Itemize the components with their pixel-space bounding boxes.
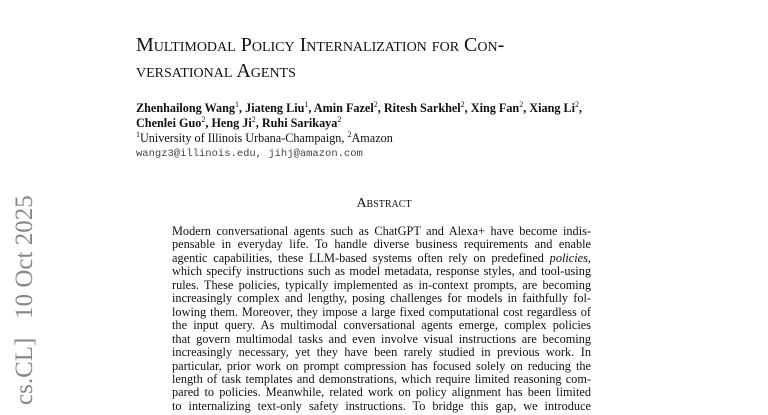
abstract-line: the input query. As multimodal conversat… [172,318,591,333]
abstract-line: length of task templates and demonstrati… [172,371,591,386]
affiliation: University of Illinois Urbana-Champaign, [140,131,348,145]
title-line-2: versational Agents [136,60,296,82]
author-affiliation-mark: 2 [337,114,342,124]
affiliation-mark: 1 [136,129,140,139]
emphasized-term: policies [549,250,588,265]
abstract-line: pensable in everyday life. To handle div… [172,237,591,252]
author: Amin Fazel [313,101,374,115]
author-affiliation-mark: 2 [251,114,256,124]
abstract-line: that govern multimodal tasks and even in… [172,331,591,346]
abstract-line: Modern conversational agents such as Cha… [172,224,591,238]
author-affiliation-mark: 1 [304,99,309,109]
author-affiliation-mark: 2 [460,99,465,109]
author: Heng Ji [211,116,252,130]
author-affiliation-mark: 2 [519,99,524,109]
abstract-heading: Abstract [356,196,412,211]
abstract-line: increasingly complex and lengthy, posing… [172,291,591,306]
author: Xiang Li [529,101,576,115]
author-affiliation-mark: 2 [373,99,378,109]
author-affiliation-mark: 2 [201,114,206,124]
abstract-line: increasingly necessary, yet they have be… [172,345,591,360]
abstract-line-text: agentic capabilities, these LLM-based sy… [172,250,550,265]
punctuation: , [587,250,591,265]
author: Ruhi Sarikaya [261,116,338,130]
author: Jiateng Liu [245,101,305,115]
abstract-line: which specify instructions such as model… [172,264,591,279]
author: Chenlei Guo [136,116,202,130]
affiliations: 1University of Illinois Urbana-Champaign… [136,129,656,146]
arxiv-stamp: cs.CL] 10 Oct 2025 [11,195,38,405]
affiliation: Amazon [351,131,393,145]
author-list: Zhenhailong Wang1, Jiateng Liu1, Amin Fa… [136,99,583,130]
abstract-line: agentic capabilities, these LLM-based sy… [172,250,591,265]
author-affiliation-mark: 1 [235,99,240,109]
author: Xing Fan [470,101,520,115]
abstract-line: rules. These policies, typically impleme… [172,277,591,292]
abstract-line: lowing them. Moreover, they impose a lar… [172,304,591,319]
author-emails: wangz3@illinois.edu, jihj@amazon.com [136,148,363,160]
author: Zhenhailong Wang [136,101,236,115]
paper-header: Multimodal Policy Internalization for Co… [136,32,656,413]
paper-title: Multimodal Policy Internalization for Co… [136,32,656,84]
abstract-body: Modern conversational agents such as Cha… [172,224,591,413]
abstract-line: particular, prior work on prompt compres… [172,358,591,373]
affiliation-mark: 2 [347,129,352,139]
abstract-line: to internalizing text-only safety instru… [172,398,591,413]
title-line-1: Multimodal Policy Internalization for Co… [136,34,505,56]
author-affiliation-mark: 2 [575,99,580,109]
abstract-line: pared to policies. Meanwhile, related wo… [172,385,591,400]
author: Ritesh Sarkhel [383,101,461,115]
